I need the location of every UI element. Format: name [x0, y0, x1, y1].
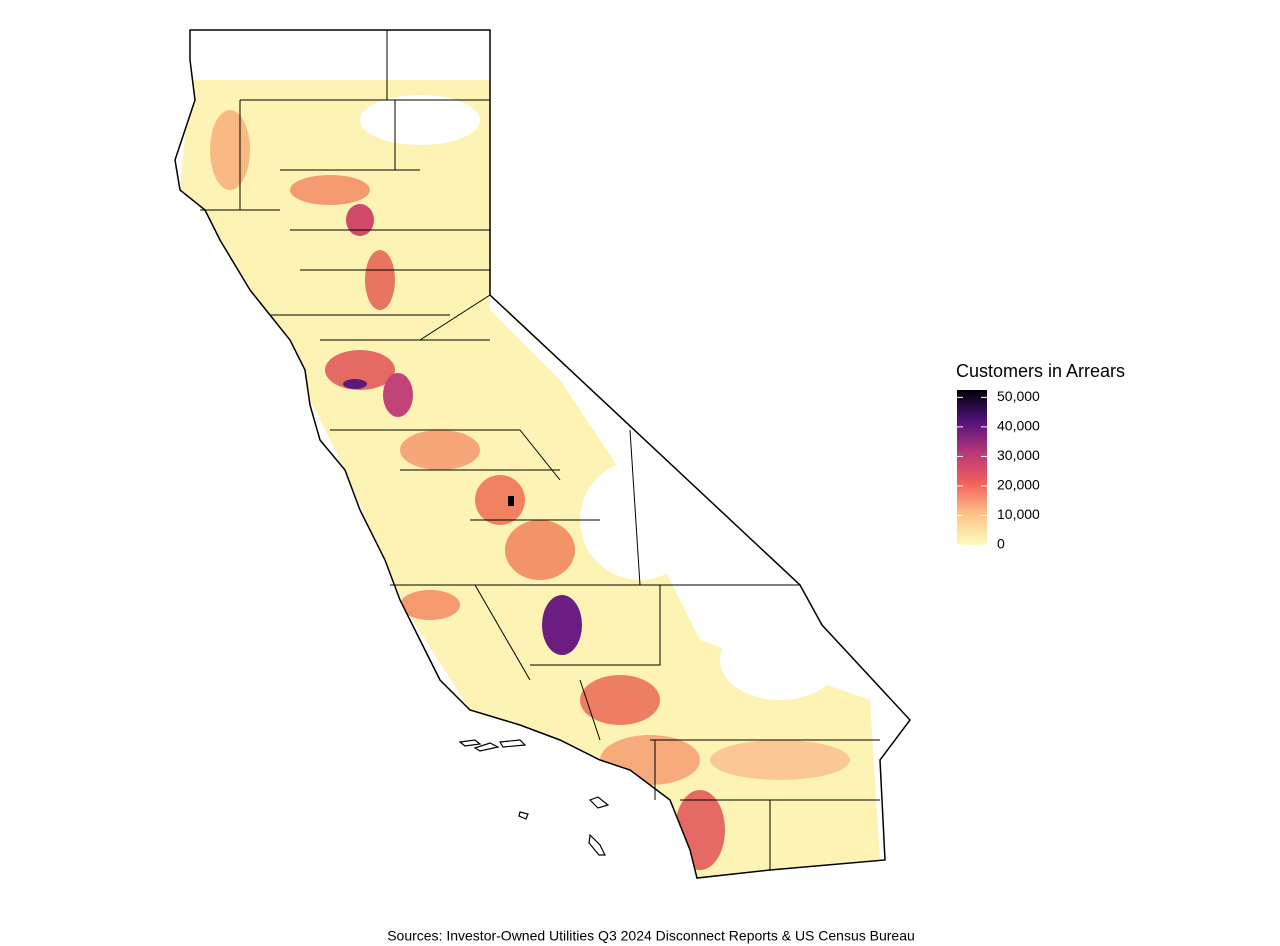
- region-fills: [175, 30, 910, 878]
- legend-title: Customers in Arrears: [956, 361, 1125, 381]
- region-fill: [383, 373, 413, 417]
- state-outline: [174, 29, 911, 879]
- region-fill: [600, 735, 700, 785]
- region-fill: [580, 675, 660, 725]
- state-map: [174, 29, 911, 879]
- region-fill: [505, 520, 575, 580]
- region-fill: [400, 430, 480, 470]
- region-fill: [210, 110, 250, 190]
- region-fill: [542, 595, 582, 655]
- islands: [458, 739, 610, 856]
- colorbar-tick-label: 50,000: [997, 388, 1040, 404]
- region-fill: [290, 175, 370, 205]
- colorbar-tick-label: 40,000: [997, 418, 1040, 434]
- colorbar-tick-label: 10,000: [997, 506, 1040, 522]
- colorbar-tick-label: 20,000: [997, 477, 1040, 493]
- region-fill: [475, 475, 525, 525]
- colorbar: [957, 390, 987, 545]
- colorbar-tick-label: 30,000: [997, 447, 1040, 463]
- region-fill: [343, 379, 367, 389]
- region-blank: [720, 620, 840, 700]
- region-fill: [346, 204, 374, 236]
- county-lines: [200, 30, 880, 870]
- region-fill: [325, 350, 395, 390]
- region-fill: [508, 496, 514, 506]
- caption: Sources: Investor-Owned Utilities Q3 202…: [387, 928, 915, 944]
- region-fill: [710, 740, 850, 780]
- legend: 0 10,000 20,000 30,000 40,000 50,000: [957, 388, 1040, 552]
- region-fill: [400, 590, 460, 620]
- region-fill: [365, 250, 395, 310]
- region-blank: [580, 460, 700, 580]
- region-blank: [360, 95, 480, 145]
- colorbar-tick-label: 0: [997, 536, 1005, 552]
- region-fill: [180, 80, 880, 878]
